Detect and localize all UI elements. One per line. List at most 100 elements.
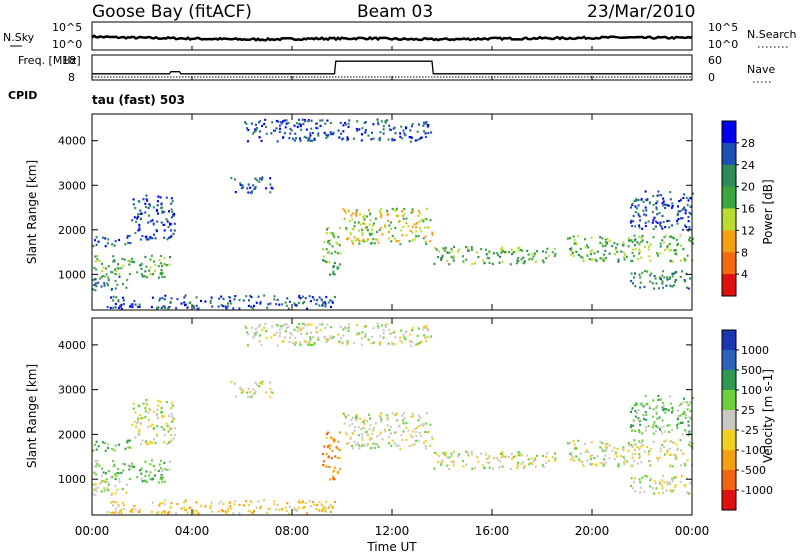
- velocity-cell: [648, 405, 651, 408]
- velocity-cell: [656, 417, 659, 420]
- power-cell: [409, 229, 412, 232]
- power-cell: [417, 214, 420, 217]
- power-cell: [465, 258, 468, 261]
- velocity-cell: [353, 425, 356, 429]
- velocity-cell: [372, 327, 375, 330]
- power-cell: [384, 225, 387, 228]
- velocity-cell: [390, 332, 392, 336]
- velocity-cell: [384, 430, 387, 433]
- power-cell: [145, 265, 148, 268]
- power-cell: [470, 248, 473, 251]
- velocity-cell: [642, 405, 645, 408]
- power-cell: [572, 254, 575, 258]
- power-cell: [157, 212, 159, 215]
- power-cell: [107, 238, 110, 241]
- velocity-cell: [521, 454, 524, 457]
- velocity-cell: [136, 476, 139, 479]
- power-cell: [640, 256, 643, 259]
- velocity-cell: [152, 427, 155, 430]
- power-cell: [358, 242, 361, 245]
- velocity-cell: [271, 325, 274, 328]
- velocity-cell: [147, 426, 150, 429]
- velocity-cell: [339, 431, 341, 434]
- velocity-cell: [630, 410, 632, 413]
- power-cell: [303, 301, 306, 304]
- power-cell: [379, 211, 382, 214]
- velocity-cell: [679, 439, 682, 442]
- velocity-cell: [420, 423, 423, 426]
- power-cell: [233, 298, 236, 301]
- velocity-cell: [644, 429, 647, 432]
- velocity-cell: [391, 341, 394, 345]
- power-cell: [579, 255, 582, 258]
- power-cell: [662, 220, 665, 224]
- power-cell: [296, 125, 299, 129]
- power-cell: [289, 127, 292, 131]
- velocity-cell: [613, 446, 616, 449]
- velocity-cell: [655, 412, 658, 415]
- power-cell: [140, 267, 143, 270]
- power-cell: [386, 209, 389, 212]
- velocity-cell: [522, 461, 525, 464]
- power-cell: [632, 214, 635, 218]
- velocity-cell: [671, 480, 674, 483]
- power-cell: [150, 254, 153, 257]
- velocity-cell: [197, 512, 200, 515]
- power-cell: [163, 257, 166, 260]
- power-cell: [147, 238, 150, 241]
- power-cell: [404, 127, 407, 130]
- power-cell: [424, 235, 427, 238]
- velocity-cell: [303, 322, 306, 326]
- power-cell: [502, 249, 505, 252]
- power-cell: [663, 241, 665, 244]
- power-cell: [683, 279, 686, 282]
- power-cell: [256, 179, 259, 182]
- velocity-cell: [632, 419, 635, 422]
- velocity-cell: [156, 425, 159, 428]
- velocity-cell: [228, 501, 231, 504]
- velocity-cell: [446, 464, 449, 467]
- power-cell: [661, 227, 664, 230]
- velocity-cell: [161, 501, 164, 504]
- velocity-cell: [530, 457, 533, 460]
- velocity-cell: [99, 482, 102, 485]
- velocity-cell: [360, 343, 363, 346]
- velocity-cell: [658, 482, 661, 485]
- velocity-cell: [112, 459, 115, 463]
- velocity-cell: [254, 333, 257, 337]
- power-cell: [230, 176, 233, 180]
- power-cell: [146, 199, 149, 202]
- power-cell: [328, 250, 330, 253]
- power-cell: [690, 197, 693, 200]
- velocity-cell: [680, 449, 682, 452]
- velocity-cell: [661, 487, 664, 490]
- power-cell: [505, 250, 508, 253]
- velocity-cell: [651, 415, 654, 418]
- colorbar-segment: [722, 230, 736, 253]
- velocity-cell: [111, 447, 114, 451]
- power-cell: [269, 191, 272, 194]
- velocity-cell: [407, 429, 410, 432]
- velocity-cell: [112, 500, 115, 503]
- velocity-cell: [422, 328, 425, 331]
- power-cell: [349, 233, 352, 236]
- power-cell: [594, 258, 597, 261]
- velocity-cell: [114, 473, 116, 476]
- power-cell: [282, 120, 284, 123]
- power-cell: [491, 262, 494, 266]
- velocity-cell: [684, 462, 687, 465]
- power-cell: [658, 252, 661, 255]
- velocity-cell: [159, 502, 162, 505]
- velocity-cell: [161, 414, 164, 417]
- velocity-cell: [415, 430, 418, 433]
- power-cell: [603, 253, 605, 256]
- power-cell: [465, 245, 468, 249]
- velocity-cell: [154, 468, 157, 472]
- power-cell: [259, 119, 262, 123]
- power-cell: [275, 127, 278, 130]
- velocity-cell: [599, 446, 602, 449]
- power-cell: [149, 266, 152, 269]
- velocity-cell: [172, 437, 175, 440]
- velocity-cell: [395, 414, 398, 417]
- power-cell: [118, 238, 121, 242]
